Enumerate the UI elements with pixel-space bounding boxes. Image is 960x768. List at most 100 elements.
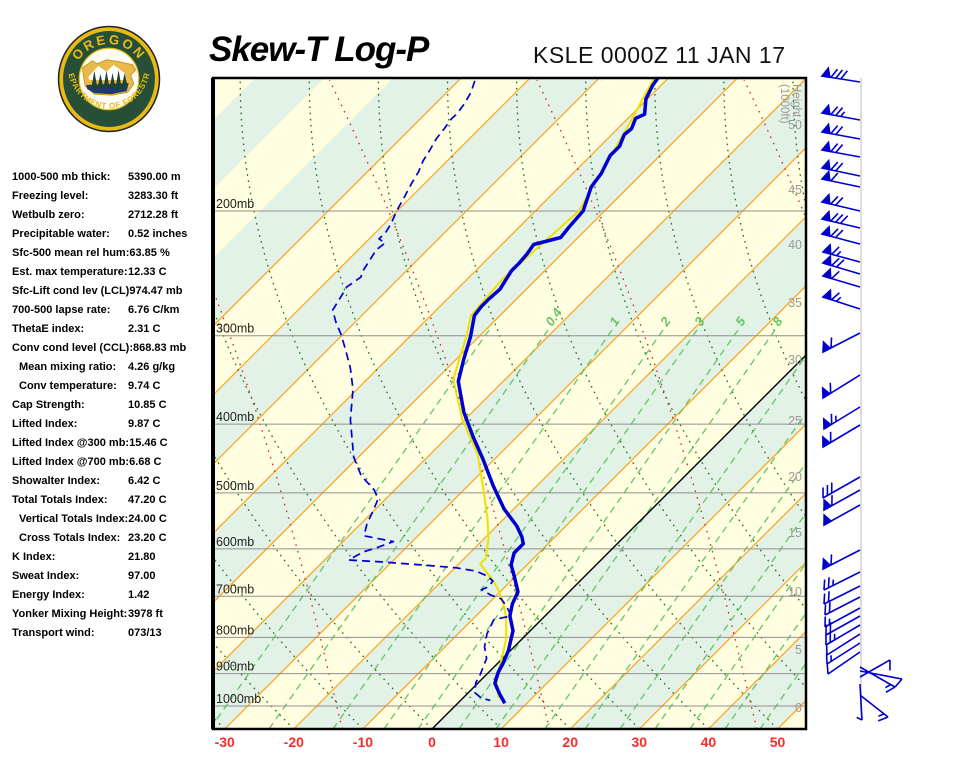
mixing-ratio-label: 0.4 [542, 305, 565, 329]
stat-value: 3978 ft [128, 607, 163, 620]
stat-label: Cap Strength: [12, 398, 85, 411]
wind-barb [826, 651, 861, 675]
stat-label: Transport wind: [12, 626, 95, 639]
stat-value: 6.42 C [128, 474, 161, 487]
stat-row: Conv temperature: 9.74 C [12, 376, 210, 395]
pressure-label: 900mb [216, 660, 254, 674]
wind-barb [820, 66, 861, 83]
temperature-tick-label: -10 [353, 734, 373, 750]
stat-label: Lifted Index @700 mb: [12, 455, 130, 468]
wind-barb [821, 288, 861, 310]
stat-row: Transport wind: 073/13 [12, 623, 210, 642]
stat-value: 24.00 C [128, 512, 167, 525]
stat-row: 1000-500 mb thick: 5390.00 m [12, 167, 210, 186]
stat-value: 0.52 inches [128, 227, 188, 240]
stat-row: Cross Totals Index: 23.20 C [12, 528, 210, 547]
mixing-ratio-lines [213, 329, 806, 729]
x-axis-labels: -30 -20 -10 0 10 20 30 40 50 [215, 734, 786, 750]
stat-label: Vertical Totals Index: [19, 512, 129, 525]
pressure-label: 700mb [216, 582, 254, 596]
wind-barb [859, 694, 889, 722]
chart-border [211, 76, 808, 731]
stat-value: 4.26 g/kg [128, 360, 176, 373]
wind-barb [820, 122, 861, 140]
stat-row: Lifted Index @300 mb: 15.46 C [12, 433, 210, 452]
stat-value: 2712.28 ft [128, 208, 179, 221]
stat-label: Cross Totals Index: [19, 531, 121, 544]
stat-value: 47.20 C [128, 493, 167, 506]
stat-row: ThetaE index: 2.31 C [12, 319, 210, 338]
stat-row: Precipitable water: 0.52 inches [12, 224, 210, 243]
pressure-label: 1000mb [216, 692, 261, 706]
height-tick-label: 5 [795, 643, 802, 657]
stat-row: Lifted Index @700 mb: 6.68 C [12, 452, 210, 471]
stat-row: Cap Strength: 10.85 C [12, 395, 210, 414]
oregon-forestry-logo-icon: OREGON DEPARTMENT OF FORESTRY [56, 24, 161, 133]
mixing-ratio-label: 3 [691, 314, 708, 329]
stat-label: 700-500 lapse rate: [12, 303, 111, 316]
stat-value: 3283.30 ft [128, 189, 179, 202]
stat-label: Conv temperature: [19, 379, 117, 392]
stat-value: 23.20 C [128, 531, 167, 544]
wind-barb [859, 666, 896, 693]
wind-barb [821, 374, 861, 400]
stat-label: Wetbulb zero: [12, 208, 85, 221]
stat-row: Mean mixing ratio: 4.26 g/kg [12, 357, 210, 376]
mixing-ratio-labels: 0.4 1 2 3 5 8 [542, 305, 786, 330]
stat-label: 1000-500 mb thick: [12, 170, 111, 183]
pressure-label: 200mb [216, 197, 254, 211]
height-tick-label: 40 [788, 238, 802, 252]
sounding-indices-panel: 1000-500 mb thick: 5390.00 m Freezing leve… [12, 167, 210, 642]
stat-label: Freezing level: [12, 189, 89, 202]
height-axis-label: (1000ft) [778, 84, 790, 124]
stat-row: Sfc-500 mean rel hum: 63.85 % [12, 243, 210, 262]
stat-label: K Index: [12, 550, 56, 563]
stat-row: Energy Index: 1.42 [12, 585, 210, 604]
stat-value: 97.00 [128, 569, 156, 582]
stat-row: Yonker Mixing Height: 3978 ft [12, 604, 210, 623]
pressure-label: 600mb [216, 535, 254, 549]
stat-row: Lifted Index: 9.87 C [12, 414, 210, 433]
height-tick-label: 35 [788, 296, 802, 310]
wind-barb [823, 571, 861, 591]
stat-row: Sfc-Lift cond lev (LCL) 974.47 mb [12, 281, 210, 300]
stat-label: Yonker Mixing Height: [12, 607, 128, 620]
pressure-label: 500mb [216, 479, 254, 493]
wind-barb [823, 585, 861, 605]
wetbulb-curve [452, 78, 656, 699]
stat-row: Sweat Index: 97.00 [12, 566, 210, 585]
stat-value: 10.85 C [128, 398, 167, 411]
stat-row: K Index: 21.80 [12, 547, 210, 566]
height-tick-label: 10 [788, 585, 802, 599]
stat-value: 2.31 C [128, 322, 161, 335]
wind-barb [859, 659, 891, 678]
wind-barb [825, 615, 861, 636]
wind-barb [856, 683, 863, 721]
wind-barb [825, 642, 861, 665]
wind-barb [820, 103, 861, 121]
stat-value: 073/13 [128, 626, 162, 639]
wind-barb [820, 209, 861, 229]
stat-label: Sweat Index: [12, 569, 80, 582]
temperature-tick-label: 10 [493, 734, 509, 750]
stat-value: 12.33 C [128, 265, 167, 278]
stat-value: 5390.00 m [128, 170, 181, 183]
wind-barb [820, 192, 861, 212]
trees-graphic [91, 69, 128, 89]
station-datetime-label: KSLE 0000Z 11 JAN 17 [533, 42, 786, 68]
wind-barb [821, 254, 861, 275]
temperature-tick-label: 50 [770, 734, 786, 750]
zero-isotherm-line [431, 354, 806, 729]
wind-barb [822, 332, 861, 354]
mixing-ratio-label: 8 [769, 314, 786, 329]
stat-label: ThetaE index: [12, 322, 85, 335]
page-title: Skew-T Log-P [209, 30, 429, 69]
stat-label: Precipitable water: [12, 227, 110, 240]
stat-value: 21.80 [128, 550, 156, 563]
stat-label: Lifted Index: [12, 417, 78, 430]
stat-value: 9.87 C [128, 417, 161, 430]
wind-barb [820, 225, 861, 245]
wind-barb [823, 489, 861, 512]
temperature-tick-label: -20 [284, 734, 304, 750]
